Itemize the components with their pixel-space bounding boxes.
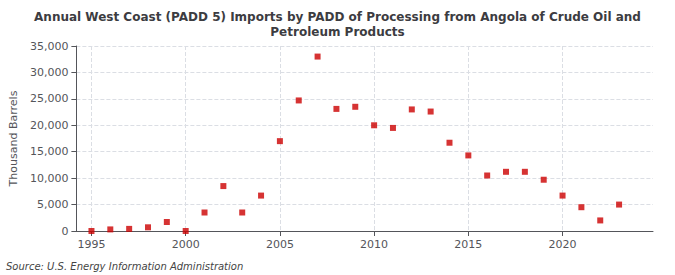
svg-text:2005: 2005	[266, 238, 294, 251]
svg-text:5,000: 5,000	[37, 198, 69, 211]
svg-text:35,000: 35,000	[30, 40, 69, 53]
svg-text:0: 0	[61, 225, 68, 238]
svg-text:Source: U.S. Energy Informatio: Source: U.S. Energy Information Administ…	[6, 261, 243, 272]
svg-text:15,000: 15,000	[30, 145, 69, 158]
svg-text:2000: 2000	[172, 238, 200, 251]
svg-text:2020: 2020	[549, 238, 577, 251]
svg-text:Thousand Barrels: Thousand Barrels	[7, 90, 20, 187]
svg-text:30,000: 30,000	[30, 66, 69, 79]
svg-text:2010: 2010	[360, 238, 388, 251]
svg-text:Annual West Coast (PADD 5) Imp: Annual West Coast (PADD 5) Imports by PA…	[34, 10, 641, 24]
svg-text:1995: 1995	[77, 238, 105, 251]
svg-text:2015: 2015	[454, 238, 482, 251]
svg-text:10,000: 10,000	[30, 172, 69, 185]
svg-text:Petroleum Products: Petroleum Products	[270, 25, 404, 39]
svg-text:20,000: 20,000	[30, 119, 69, 132]
svg-text:25,000: 25,000	[30, 92, 69, 105]
